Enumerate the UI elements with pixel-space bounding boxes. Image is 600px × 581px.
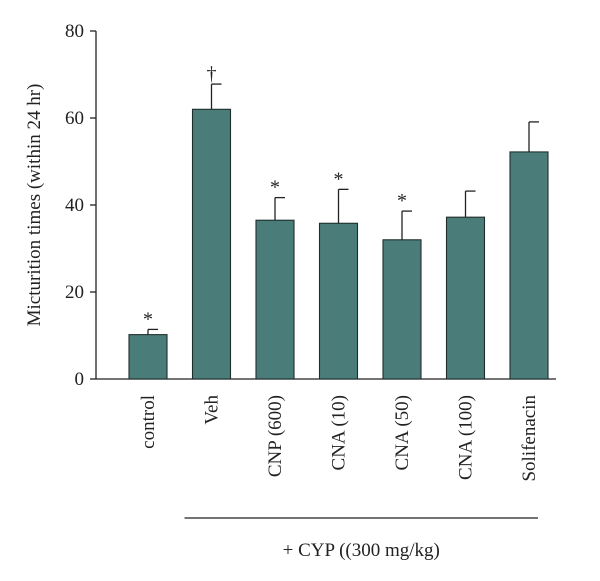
asterisk-marker: * [334,168,344,190]
bars [128,108,549,380]
group-annotation: + CYP ((300 mg/kg) [184,517,538,561]
asterisk-marker: * [270,177,280,199]
category-labels: control Veh CNP (600) CNA (10) CNA (50) CNA (… [138,395,540,482]
error-bars [147,83,539,335]
group-label: + CYP ((300 mg/kg) [283,540,440,561]
y-tick-label: 0 [75,369,85,390]
category-label: CNA (100) [456,395,477,480]
category-label: Solifenacin [519,395,540,482]
category-label: CNA (50) [392,395,413,470]
bar-cna-100 [445,216,486,380]
y-tick-label: 40 [65,195,84,216]
y-axis-label: Micturition times (within 24 hr) [24,84,45,327]
bar-control [128,334,168,380]
y-tick-label: 80 [65,21,84,42]
dagger-marker: † [207,63,217,85]
asterisk-marker: * [143,308,153,330]
bar-cnp-600 [255,219,295,380]
y-tick-label: 60 [65,108,84,129]
bar-veh [191,108,232,380]
bar-cna-10 [318,222,359,380]
y-axis: 0 20 40 60 80 [65,21,97,390]
category-label: control [138,395,159,449]
bar-cna-50 [382,239,422,380]
bar-solifenacin [509,151,549,380]
category-label: CNP (600) [265,395,286,477]
category-label: CNA (10) [329,395,350,470]
category-label: Veh [202,395,223,425]
y-tick-label: 20 [65,282,84,303]
asterisk-marker: * [397,190,407,212]
significance-markers: * † * * * [143,63,407,330]
